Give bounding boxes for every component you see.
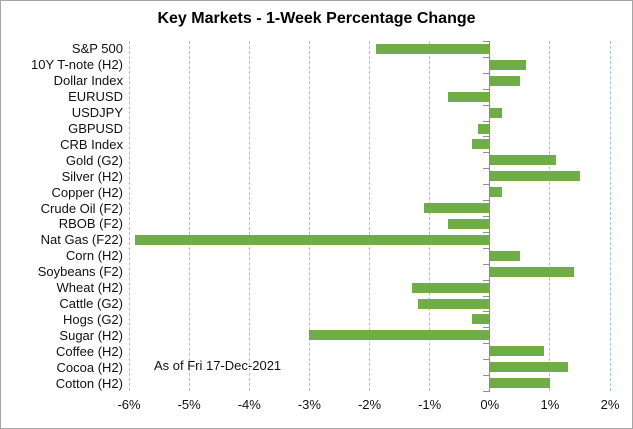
category-label: Hogs (G2) [63, 311, 123, 327]
bar-soybeans-f2 [489, 266, 574, 277]
category-axis-tick [483, 295, 490, 297]
category-axis-tick [483, 311, 490, 313]
category-label: EURUSD [68, 89, 123, 105]
category-label: Corn (H2) [65, 248, 123, 264]
category-axis-tick [483, 391, 490, 392]
category-axis-tick [483, 279, 490, 281]
category-axis-tick [483, 263, 490, 265]
category-axis-tick [483, 375, 490, 377]
category-label: 10Y T-note (H2) [30, 57, 123, 73]
x-axis-tick-label: 1% [540, 397, 560, 412]
x-axis-tick-label: -3% [297, 397, 321, 412]
category-label: S&P 500 [71, 41, 123, 57]
bar-copper-h2 [489, 187, 502, 198]
bar-corn-h2 [489, 250, 520, 261]
category-axis-tick [483, 72, 490, 74]
gridline [429, 41, 431, 391]
category-axis-tick [483, 136, 490, 138]
bar-wheat-h2 [411, 282, 490, 293]
category-axis-tick [483, 200, 490, 202]
category-axis-tick [483, 343, 490, 345]
x-axis-tick-label: 2% [600, 397, 620, 412]
category-label: Coffee (H2) [56, 343, 123, 359]
gridline [128, 41, 130, 391]
category-axis-tick [483, 231, 490, 233]
bar-rbob-f2 [447, 218, 490, 229]
bar-10y-t-note-h2 [489, 59, 526, 70]
bar-s-p-500 [375, 43, 490, 54]
x-axis-tick-label: -4% [237, 397, 261, 412]
category-axis-tick [483, 216, 490, 217]
category-label: Soybeans (F2) [37, 264, 123, 280]
chart-title: Key Markets - 1-Week Percentage Change [157, 10, 476, 27]
bar-gbpusd [477, 123, 490, 134]
category-label: GBPUSD [68, 121, 123, 136]
category-label: Silver (H2) [61, 168, 123, 184]
category-label: CRB Index [60, 136, 123, 152]
category-label: Copper (H2) [51, 184, 123, 200]
gridline [248, 41, 250, 391]
gridline [308, 41, 310, 391]
category-label: Cotton (H2) [55, 375, 123, 391]
gridline [188, 41, 190, 391]
category-label: Cocoa (H2) [56, 359, 123, 375]
category-axis-tick [483, 104, 490, 106]
bar-gold-g2 [489, 155, 556, 166]
bar-hogs-g2 [471, 314, 490, 325]
category-label: Sugar (H2) [59, 327, 123, 343]
bar-usdjpy [489, 107, 502, 118]
bar-dollar-index [489, 75, 520, 86]
category-label: Nat Gas (F22) [40, 232, 123, 248]
category-label: USDJPY [71, 105, 123, 121]
bar-nat-gas-f22 [135, 234, 490, 245]
category-axis-tick [483, 168, 490, 170]
bar-sugar-h2 [309, 330, 490, 341]
category-axis-tick [483, 152, 490, 154]
category-axis-tick [483, 41, 490, 42]
category-label: Gold (G2) [65, 152, 123, 168]
category-axis-tick [483, 327, 490, 329]
category-axis-tick [483, 56, 490, 58]
category-label: Wheat (H2) [56, 280, 123, 296]
x-axis-tick-label: -6% [117, 397, 141, 412]
x-axis-tick-label: -2% [357, 397, 382, 412]
bar-cattle-g2 [417, 298, 490, 309]
bar-cocoa-h2 [489, 362, 568, 373]
category-axis-tick [483, 359, 490, 361]
x-axis-tick-label: 0% [480, 397, 500, 412]
bar-eurusd [447, 91, 490, 102]
category-label: RBOB (F2) [58, 216, 123, 232]
bar-silver-h2 [489, 171, 580, 182]
x-axis-tick-label: -1% [418, 397, 442, 412]
gridline [369, 41, 370, 391]
category-label: Dollar Index [53, 73, 123, 89]
category-label: Crude Oil (F2) [40, 200, 123, 216]
bar-crb-index [471, 139, 490, 150]
as-of-date-annotation: As of Fri 17-Dec-2021 [154, 358, 282, 373]
bar-cotton-h2 [489, 378, 550, 389]
category-axis-tick [483, 184, 490, 186]
category-axis-tick [483, 247, 490, 249]
bar-coffee-h2 [489, 346, 544, 357]
zero-axis-line [489, 41, 491, 392]
gridline [549, 41, 551, 391]
category-axis-tick [483, 88, 490, 90]
category-label: Cattle (G2) [59, 296, 123, 311]
bar-crude-oil-f2 [423, 203, 490, 214]
category-axis-tick [483, 120, 490, 122]
gridline [609, 41, 611, 391]
x-axis-tick-label: -5% [177, 397, 201, 412]
